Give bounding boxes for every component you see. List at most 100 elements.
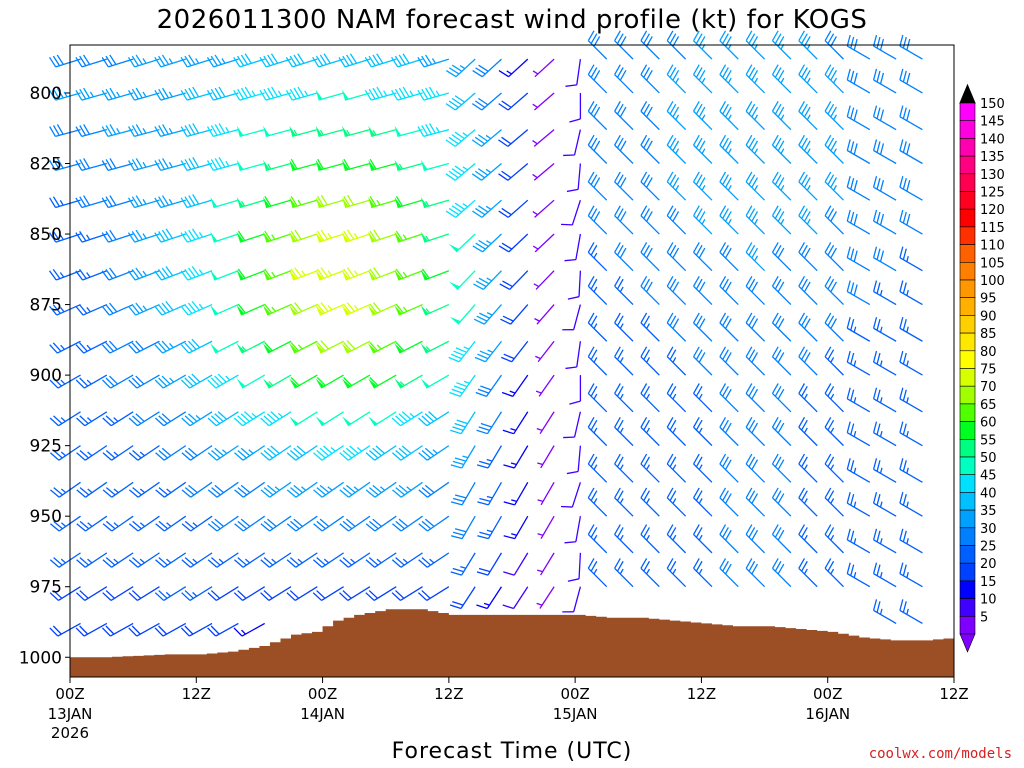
wind-barb: [719, 383, 739, 413]
wind-barb: [472, 233, 502, 253]
wind-barb: [180, 373, 213, 389]
wind-barb: [537, 481, 555, 506]
wind-barb: [394, 196, 423, 209]
wind-barb: [128, 586, 160, 601]
colorbar-label: 75: [980, 363, 997, 378]
wind-barb: [417, 123, 450, 138]
wind-barb: [771, 524, 792, 554]
wind-barb: [127, 267, 160, 281]
wind-barb: [846, 562, 871, 588]
colorbar-swatch: [959, 615, 976, 635]
wind-barb: [899, 105, 923, 131]
wind-barb: [49, 158, 81, 171]
wind-barb: [417, 586, 450, 601]
wind-barb: [236, 125, 265, 138]
wind-barb: [289, 125, 318, 138]
wind-barb: [824, 487, 844, 517]
colorbar-label: 35: [980, 504, 997, 519]
colorbar-label: 145: [980, 115, 1005, 130]
wind-barb: [719, 171, 739, 201]
wind-barb: [206, 123, 239, 138]
colorbar-label: 55: [980, 433, 997, 448]
wind-barb: [532, 199, 555, 218]
wind-barb: [798, 242, 818, 272]
wind-barb: [449, 586, 476, 610]
wind-barb: [640, 417, 660, 447]
colorbar-swatch: [959, 403, 976, 422]
wind-barb: [368, 196, 397, 209]
wind-barb: [394, 230, 423, 243]
wind-barb: [75, 303, 108, 316]
wind-barb: [420, 231, 450, 243]
wind-barb: [745, 417, 766, 447]
wind-barb: [286, 552, 318, 568]
wind-barb: [391, 411, 423, 427]
wind-barb: [693, 171, 713, 201]
x-tick-label: 00Z: [308, 685, 337, 703]
wind-barb: [75, 124, 108, 138]
wind-barb: [846, 34, 871, 60]
wind-barb: [693, 275, 713, 306]
colorbar-swatch: [959, 226, 976, 245]
wind-barb: [101, 158, 134, 171]
wind-barb: [368, 267, 397, 281]
wind-barb: [567, 270, 582, 300]
wind-barb: [101, 229, 134, 243]
wind-barb: [154, 158, 186, 171]
colorbar-swatch: [959, 580, 976, 599]
wind-barb: [418, 445, 450, 461]
wind-barb: [289, 229, 318, 243]
wind-barb: [532, 92, 555, 111]
wind-barb: [286, 515, 318, 532]
colorbar-swatch: [959, 297, 976, 316]
wind-barb: [262, 374, 292, 389]
wind-barb: [587, 383, 608, 413]
wind-barb: [154, 124, 186, 138]
wind-barb: [498, 233, 529, 253]
colorbar-label: 80: [980, 345, 997, 360]
wind-barb: [532, 163, 555, 181]
wind-barb: [181, 445, 213, 461]
wind-barb: [824, 346, 844, 376]
x-tick-label: 00Z: [560, 685, 589, 703]
wind-barb: [210, 196, 239, 209]
wind-barb: [338, 53, 371, 68]
wind-barb: [233, 411, 266, 427]
wind-barb: [260, 552, 292, 568]
wind-barb: [446, 58, 476, 78]
colorbar-label: 130: [980, 168, 1005, 183]
wind-barb: [666, 205, 687, 235]
credit-text: coolwx.com/models: [869, 746, 1012, 762]
colorbar-swatch: [959, 279, 976, 299]
wind-barb: [666, 275, 687, 306]
wind-barb: [666, 171, 687, 201]
wind-barb: [666, 312, 687, 342]
wind-barb: [445, 129, 476, 147]
colorbar-bottom-arrow: [959, 633, 976, 653]
wind-barb: [420, 196, 450, 209]
wind-barb: [587, 101, 608, 131]
wind-barb: [49, 411, 81, 427]
x-tick-year: 2026: [51, 724, 89, 742]
wind-barb: [640, 275, 660, 306]
wind-barb: [207, 622, 239, 637]
wind-barb: [872, 209, 897, 235]
wind-barb: [771, 453, 792, 483]
x-tick-date: 13JAN: [48, 705, 93, 723]
wind-barb: [771, 558, 792, 588]
wind-barb: [771, 312, 792, 342]
wind-barb: [289, 267, 318, 281]
wind-barb: [872, 246, 897, 272]
wind-barb: [102, 374, 134, 389]
wind-barb: [587, 417, 608, 447]
wind-barb: [899, 421, 923, 447]
wind-barb: [50, 481, 81, 498]
wind-barb: [101, 622, 134, 637]
wind-barb: [614, 524, 634, 554]
wind-barb: [155, 481, 187, 498]
wind-barb: [614, 487, 634, 517]
wind-barb: [101, 340, 134, 354]
wind-barb: [587, 64, 608, 94]
wind-barb: [614, 64, 634, 94]
